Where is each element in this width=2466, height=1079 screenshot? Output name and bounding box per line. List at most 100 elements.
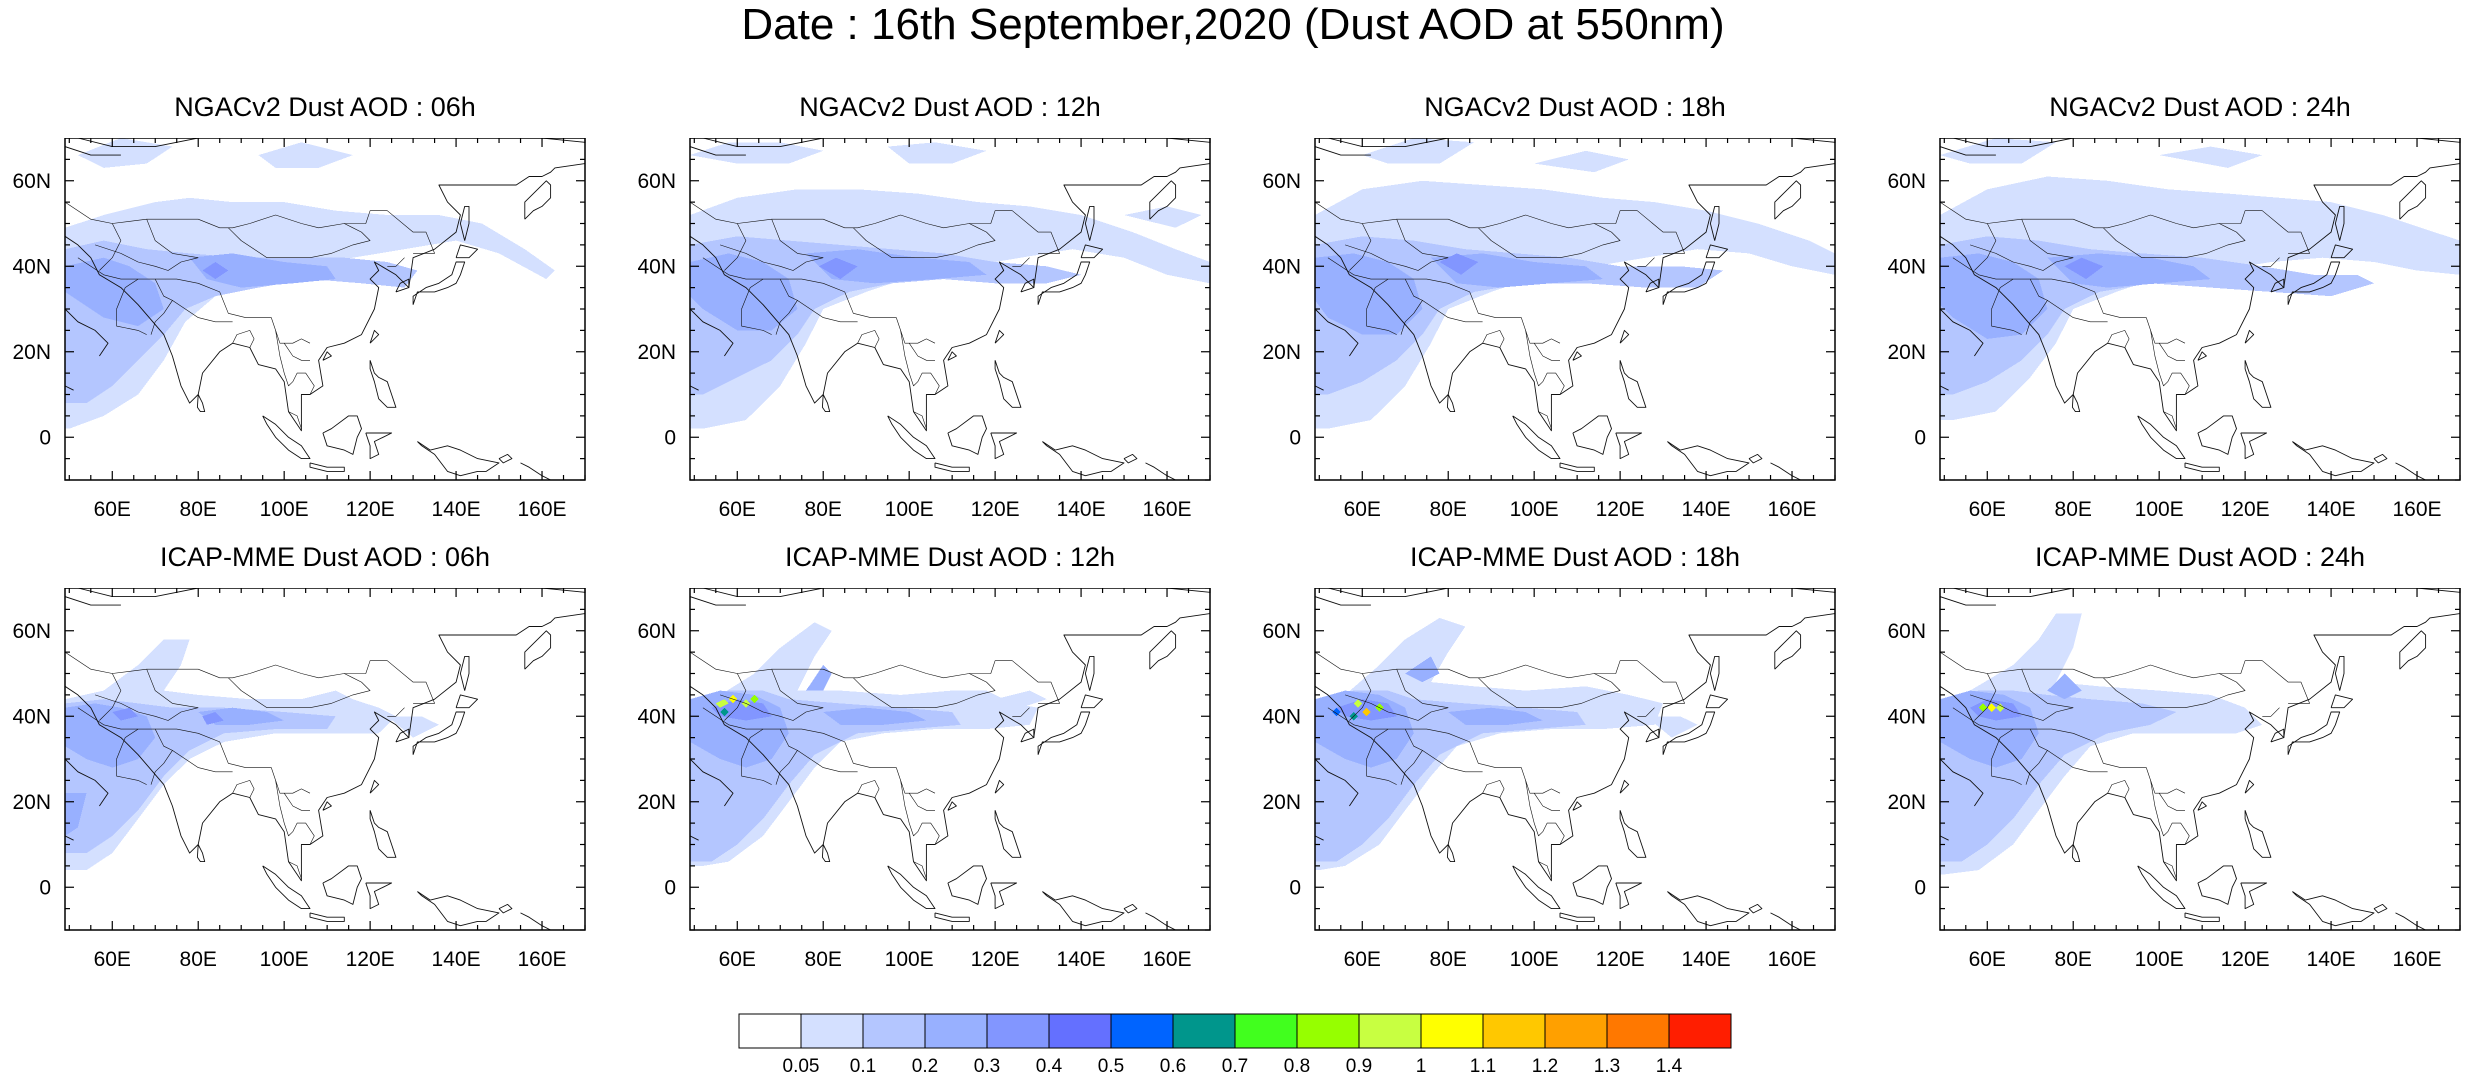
lon-tick-label: 140E xyxy=(432,948,481,971)
colorbar-swatch xyxy=(1234,1013,1298,1049)
lon-tick-label: 120E xyxy=(346,498,395,521)
lat-tick-label: 60N xyxy=(637,620,676,643)
panel-title: ICAP-MME Dust AOD : 06h xyxy=(159,542,491,572)
dust-plume-layer xyxy=(1315,617,1698,871)
aod-region xyxy=(1315,236,1724,395)
lat-tick-label: 20N xyxy=(1262,791,1301,814)
colorbar-swatch xyxy=(1606,1013,1670,1049)
colorbar-swatch xyxy=(1544,1013,1608,1049)
lon-tick-label: 80E xyxy=(2055,498,2092,521)
aod-region xyxy=(1940,176,2460,421)
aod-region xyxy=(1995,703,2005,712)
lat-tick-label: 0 xyxy=(1914,426,1926,449)
map-panel-icap-06: ICAP-MME Dust AOD : 06h 60E 80E 100E 120E 140… xyxy=(5,542,635,1014)
aod-region xyxy=(806,665,832,691)
lon-tick-label: 100E xyxy=(885,948,934,971)
lon-tick-label: 100E xyxy=(885,498,934,521)
lon-tick-label: 60E xyxy=(719,498,756,521)
lon-tick-label: 80E xyxy=(1430,948,1467,971)
colorbar-swatch xyxy=(1172,1013,1236,1049)
lat-tick-label: 60N xyxy=(637,170,676,193)
colorbar-svg: 0.05 0.1 0.2 0.3 0.4 0.5 0.6 0.7 0.8 0.9 1 1.1 1.2 1.… xyxy=(738,1013,1732,1077)
lon-tick-label: 120E xyxy=(1596,948,1645,971)
aod-region xyxy=(2047,673,2082,700)
panel-title: NGACv2 Dust AOD : 12h xyxy=(799,92,1101,122)
map-panel-ngac-18: NGACv2 Dust AOD : 18h 60E 80E 100E 120E 140E 1… xyxy=(1255,92,1885,564)
aod-region xyxy=(1353,699,1363,708)
lon-tick-label: 100E xyxy=(1510,948,1559,971)
aod-region xyxy=(1439,253,1479,275)
dust-plume-layer xyxy=(65,639,439,871)
lon-tick-label: 100E xyxy=(2135,948,2184,971)
lon-tick-label: 60E xyxy=(1344,948,1381,971)
dust-aod-map: 60E 80E 100E 120E 140E 160E 60N 40N 20N 0 xyxy=(12,588,586,971)
panel-title: ICAP-MME Dust AOD : 24h xyxy=(2034,542,2366,572)
lon-tick-label: 120E xyxy=(346,948,395,971)
lat-tick-label: 60N xyxy=(12,170,51,193)
lat-tick-label: 20N xyxy=(1887,341,1926,364)
lon-tick-label: 100E xyxy=(2135,498,2184,521)
coastlines xyxy=(1315,138,1835,480)
lon-tick-label: 60E xyxy=(94,498,131,521)
aod-region xyxy=(1362,138,1474,164)
colorbar-swatch xyxy=(986,1013,1050,1049)
lon-tick-label: 80E xyxy=(805,498,842,521)
aod-region xyxy=(65,257,164,327)
aod-region xyxy=(823,707,927,725)
lon-tick-label: 80E xyxy=(2055,948,2092,971)
lat-tick-label: 20N xyxy=(1262,341,1301,364)
lat-tick-label: 60N xyxy=(1887,170,1926,193)
dust-aod-map: 60E 80E 100E 120E 140E 160E 60N 40N 20N 0 xyxy=(637,588,1211,971)
colorbar-label: 1.2 xyxy=(1532,1056,1558,1074)
aod-region xyxy=(1124,206,1202,228)
lat-tick-label: 40N xyxy=(637,705,676,728)
lon-tick-label: 160E xyxy=(2393,498,2442,521)
colorbar-swatch xyxy=(1110,1013,1174,1049)
map-panel-ngac-06: NGACv2 Dust AOD : 06h 60E 80E 100E 120E 140E 1… xyxy=(5,92,635,564)
map-panel-icap-12: ICAP-MME Dust AOD : 12h 60E 80E 100E 120E 140… xyxy=(630,542,1260,1014)
aod-region xyxy=(711,699,772,721)
aod-region xyxy=(77,138,173,168)
colorbar-label: 1.3 xyxy=(1594,1056,1620,1074)
lat-tick-label: 0 xyxy=(664,876,676,899)
lon-tick-label: 100E xyxy=(260,948,309,971)
aod-region xyxy=(806,249,987,284)
lon-tick-label: 160E xyxy=(518,948,567,971)
aod-region xyxy=(1940,236,2374,395)
lon-tick-label: 160E xyxy=(1143,498,1192,521)
lat-tick-label: 40N xyxy=(12,255,51,278)
colorbar-label: 0.1 xyxy=(850,1056,876,1074)
lon-tick-label: 140E xyxy=(1057,498,1106,521)
colorbar-label: 0.2 xyxy=(912,1056,938,1074)
coastlines xyxy=(65,588,585,930)
colorbar-label: 0.8 xyxy=(1284,1056,1310,1074)
aod-region xyxy=(1534,150,1629,173)
lat-tick-label: 20N xyxy=(1887,791,1926,814)
aod-region xyxy=(65,240,418,404)
lat-tick-label: 0 xyxy=(39,426,51,449)
panel-title: NGACv2 Dust AOD : 24h xyxy=(2049,92,2351,122)
aod-region xyxy=(2064,257,2104,280)
colorbar-label: 1 xyxy=(1416,1056,1427,1074)
lon-tick-label: 140E xyxy=(1682,498,1731,521)
colorbar-swatch xyxy=(1296,1013,1360,1049)
lon-tick-label: 80E xyxy=(805,948,842,971)
colorbar-swatch xyxy=(1358,1013,1422,1049)
map-panel-icap-24: ICAP-MME Dust AOD : 24h 60E 80E 100E 120E 140… xyxy=(1880,542,2466,1014)
coastlines xyxy=(1315,588,1835,930)
lon-tick-label: 60E xyxy=(1969,498,2006,521)
colorbar-label: 0.05 xyxy=(783,1056,820,1074)
aod-region xyxy=(1315,253,1423,335)
lat-tick-label: 40N xyxy=(1262,705,1301,728)
aod-region xyxy=(715,699,729,708)
colorbar-swatch xyxy=(800,1013,864,1049)
aod-region xyxy=(202,712,224,725)
coastlines xyxy=(65,138,585,480)
map-panel-icap-18: ICAP-MME Dust AOD : 18h 60E 80E 100E 120E 140… xyxy=(1255,542,1885,1014)
dust-aod-map: 60E 80E 100E 120E 140E 160E 60N 40N 20N 0 xyxy=(1887,138,2461,521)
panel-title: NGACv2 Dust AOD : 18h xyxy=(1424,92,1726,122)
lon-tick-label: 100E xyxy=(1510,498,1559,521)
colorbar-label: 0.5 xyxy=(1098,1056,1124,1074)
lon-tick-label: 160E xyxy=(1768,498,1817,521)
lon-tick-label: 120E xyxy=(1596,498,1645,521)
